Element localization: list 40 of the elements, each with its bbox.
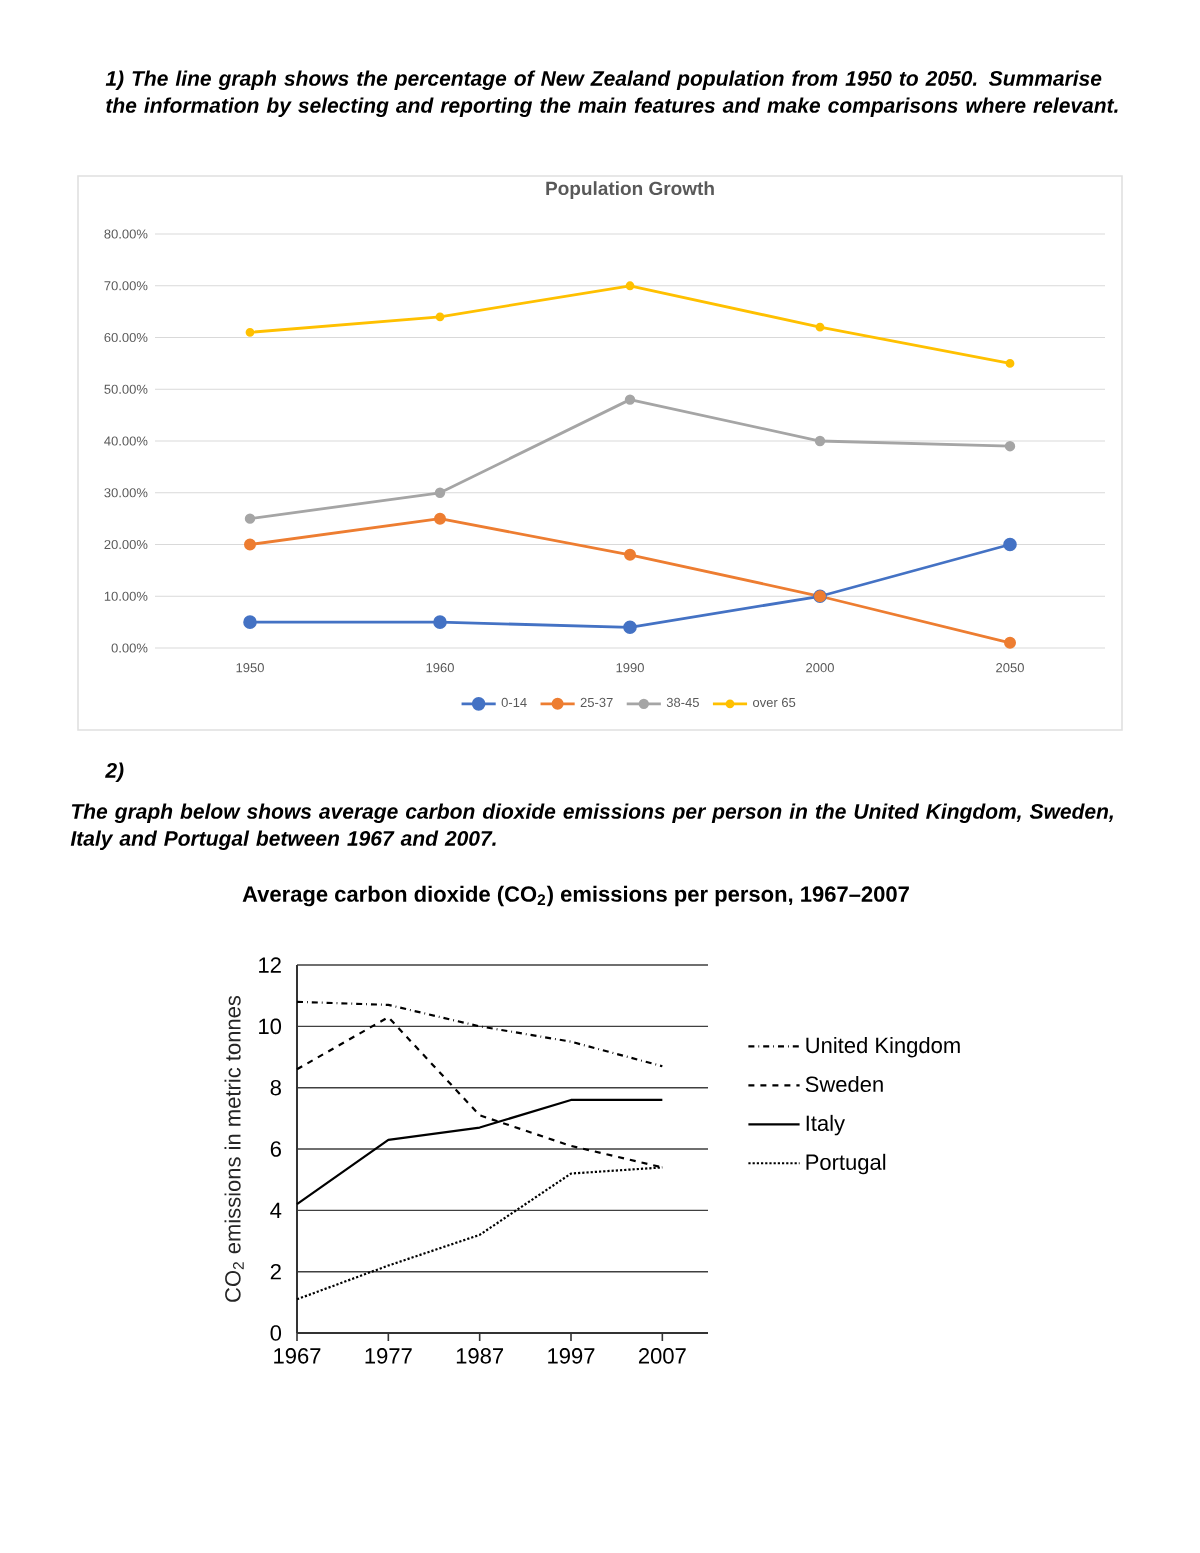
y-tick-label: 80.00%	[104, 229, 148, 239]
y-tick-label: 0	[270, 1325, 282, 1341]
y-tick-label: 4	[270, 1202, 282, 1218]
y-tick-label: 30.00%	[104, 488, 148, 498]
y-tick-label: 50.00%	[104, 384, 148, 394]
text: 2)	[105, 762, 124, 782]
y-tick-label: 0.00%	[111, 643, 148, 653]
x-tick-label: 2007	[638, 1348, 686, 1364]
legend-label: 25-37	[580, 697, 613, 708]
x-tick-label: 1987	[456, 1348, 504, 1364]
y-tick-label: 40.00%	[104, 436, 148, 446]
y-tick-label: 12	[259, 957, 281, 973]
y-tick-label: 6	[270, 1141, 281, 1157]
legend-label: 0-14	[501, 697, 527, 708]
x-tick-label: 1967	[274, 1348, 321, 1364]
legend-label: United Kingdom	[806, 1036, 960, 1058]
legend-label: 38-45	[666, 697, 699, 708]
legend-label: over 65	[753, 697, 796, 708]
y-tick-label: 8	[270, 1079, 281, 1096]
x-tick-label: 1950	[236, 663, 264, 673]
legend-label: Sweden	[805, 1075, 883, 1093]
y-axis-title: CO$_{2}$ emissions in metric tonnes	[224, 995, 244, 1302]
x-tick-label: 2050	[996, 663, 1024, 673]
x-tick-label: 1990	[616, 663, 644, 673]
text: The graph below shows average carbon dioxide emissions per person in the United Kingdom, Sweden, Italy and Portugal between 1967 and 2007.	[70, 803, 1113, 850]
x-tick-label: 2000	[806, 663, 834, 673]
y-tick-label: 70.00%	[104, 281, 148, 291]
x-tick-label: 1960	[426, 663, 454, 673]
x-tick-label: 1977	[365, 1348, 412, 1364]
y-tick-label: 10	[259, 1018, 282, 1035]
y-tick-label: 10.00%	[104, 591, 148, 601]
chart-title: Population Growth	[546, 181, 714, 199]
y-tick-label: 2	[270, 1264, 281, 1280]
chart-title: Average carbon dioxide (CO$_{2}$) emissions per person, 1967–2007	[242, 885, 909, 907]
x-tick-label: 1997	[548, 1348, 595, 1364]
legend-label: Italy	[806, 1114, 845, 1136]
y-tick-label: 20.00%	[104, 539, 148, 550]
y-tick-label: 60.00%	[104, 332, 148, 343]
legend-label: Portugal	[806, 1153, 886, 1175]
text: 1) The line graph shows the percentage of New Zealand population from 1950 to 2050. Summarise the information by selecting and reporting the main features and make comparisons where relevant.	[105, 70, 1118, 117]
